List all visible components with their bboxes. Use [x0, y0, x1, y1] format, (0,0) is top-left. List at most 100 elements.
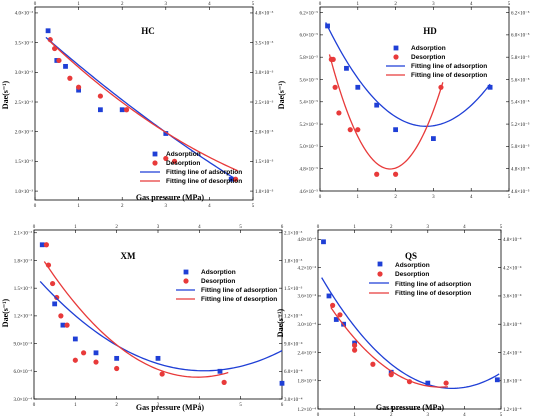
adsorption-point — [228, 176, 234, 182]
panel-title: XM — [121, 251, 136, 261]
x-tick-label-top: 0 — [317, 225, 320, 230]
fit-line-desorption — [43, 261, 229, 378]
legend-entry-label: Fitting line of desorption — [411, 72, 487, 79]
x-tick-label-top: 2 — [390, 225, 393, 230]
legend-adsorption-marker — [393, 45, 399, 51]
adsorption-point — [494, 377, 500, 383]
y-tick-label: 5.0×10⁻⁵ — [300, 144, 319, 150]
y-tick-label-right: 1.8×10⁻³ — [284, 258, 303, 264]
desorption-point — [221, 379, 227, 385]
x-tick-label-top: 2 — [115, 225, 118, 230]
y-tick-label-right: 1.5×10⁻³ — [284, 286, 303, 292]
y-tick-label: 5.8×10⁻⁵ — [300, 55, 319, 61]
adsorption-point — [487, 84, 493, 90]
adsorption-point — [93, 350, 99, 356]
legend-entry-label: Fitting line of adsorption — [395, 281, 471, 288]
y-tick-label-right: 1.8×10⁻⁴ — [503, 379, 522, 385]
y-tick-label-right: 6.0×10⁻⁵ — [511, 33, 530, 39]
x-tick-label: 1 — [357, 195, 360, 200]
y-tick-label-right: 4.0×10⁻³ — [255, 11, 274, 17]
desorption-point — [330, 302, 336, 308]
x-axis-title: Gas pressure (MPa) — [136, 193, 204, 202]
legend-entry-label: Fitting line of adsorption — [201, 287, 277, 294]
y-tick-label: 9.0×10⁻⁴ — [14, 341, 33, 347]
x-tick-label: 0 — [33, 403, 36, 408]
y-tick-label-right: 3.0×10⁻⁴ — [503, 322, 522, 328]
y-tick-label-right: 3.0×10⁻³ — [255, 70, 274, 76]
fit-line-adsorption — [321, 277, 500, 390]
y-axis-title: Dae(s⁻¹) — [276, 308, 285, 337]
y-tick-label: 4.8×10⁻⁴ — [298, 237, 317, 243]
y-tick-label-right: 1.5×10⁻³ — [255, 159, 274, 165]
legend: Adsorption Desorption Fitting line of adso… — [140, 151, 242, 185]
legend-entry-label: Fitting line of desorption — [201, 296, 277, 303]
desorption-point — [388, 372, 394, 378]
y-tick-label-right: 3.6×10⁻⁴ — [503, 294, 522, 300]
y-tick-label: 2.1×10⁻³ — [14, 231, 33, 237]
x-tick-label: 2 — [121, 204, 124, 209]
x-tick-label-top: 3 — [165, 2, 168, 7]
y-tick-label-right: 4.6×10⁻⁵ — [511, 189, 530, 195]
adsorption-point — [425, 380, 431, 386]
y-tick-label-right: 1.0×10⁻³ — [255, 189, 274, 195]
legend-entry-label: Desorption — [166, 160, 200, 167]
x-tick-label: 0 — [319, 195, 322, 200]
adsorption-point — [374, 102, 380, 108]
x-axis-title: Gas pressure (MPa) — [136, 403, 204, 412]
x-tick-label: 5 — [252, 204, 255, 209]
y-tick-label: 1.5×10⁻³ — [15, 159, 34, 165]
x-tick-label-top: 5 — [252, 2, 255, 7]
y-tick-label-right: 4.2×10⁻⁴ — [503, 265, 522, 271]
x-tick-label-top: 2 — [121, 2, 124, 7]
x-tick-label: 5 — [508, 195, 511, 200]
y-tick-label: 3.5×10⁻³ — [15, 40, 34, 46]
x-tick-label-top: 2 — [394, 2, 397, 7]
y-tick-label: 1.8×10⁻⁴ — [298, 379, 317, 385]
desorption-point — [58, 313, 64, 319]
legend-entry-label: Adsorption — [166, 151, 201, 158]
y-tick-label-right: 5.4×10⁻⁵ — [511, 100, 530, 106]
adsorption-point — [63, 63, 68, 69]
fit-line-desorption — [330, 307, 448, 388]
x-tick-label-top: 0 — [33, 225, 36, 230]
y-tick-label-right: 2.5×10⁻³ — [255, 100, 274, 106]
x-tick-label-top: 1 — [74, 225, 77, 230]
legend-entry-label: Desorption — [411, 54, 445, 61]
y-tick-label: 6.0×10⁻⁵ — [300, 33, 319, 39]
x-tick-label-top: 5 — [508, 2, 511, 7]
y-tick-label-right: 2.1×10⁻³ — [284, 231, 303, 237]
y-tick-label: 4.8×10⁻⁵ — [300, 166, 319, 172]
y-tick-label: 1.0×10⁻³ — [15, 189, 34, 195]
desorption-point — [72, 357, 78, 363]
desorption-point — [67, 75, 73, 81]
y-tick-label: 2.0×10⁻³ — [15, 130, 34, 136]
x-tick-label: 4 — [463, 413, 466, 417]
adsorption-point — [393, 127, 398, 133]
y-tick-label: 2.4×10⁻⁴ — [298, 350, 317, 356]
adsorption-point — [333, 317, 339, 322]
desorption-point — [163, 155, 169, 162]
desorption-point — [443, 380, 449, 386]
legend-entry-label: Adsorption — [395, 262, 430, 269]
desorption-point — [330, 56, 336, 63]
desorption-point — [43, 242, 50, 248]
adsorption-point — [355, 84, 361, 90]
x-tick-label-top: 6 — [281, 225, 284, 230]
desorption-point — [123, 107, 130, 113]
x-tick-label: 0 — [34, 204, 37, 209]
y-tick-label: 3.0×10⁻³ — [15, 70, 34, 76]
y-tick-label-right: 5.8×10⁻⁵ — [511, 55, 530, 61]
desorption-point — [114, 365, 120, 372]
adsorption-point — [279, 380, 285, 386]
adsorption-point — [431, 136, 436, 141]
y-tick-label: 4.2×10⁻⁴ — [298, 265, 317, 271]
x-tick-label-top: 4 — [208, 2, 211, 7]
y-tick-label-right: 3.0×10⁻⁴ — [284, 397, 303, 403]
legend-desorption-marker — [183, 278, 189, 284]
legend-entry-label: Fitting line of adsorption — [166, 169, 242, 176]
x-tick-label: 1 — [353, 413, 356, 417]
y-axis-title: Dae(s⁻¹) — [1, 298, 10, 327]
x-tick-label-top: 4 — [470, 2, 473, 7]
